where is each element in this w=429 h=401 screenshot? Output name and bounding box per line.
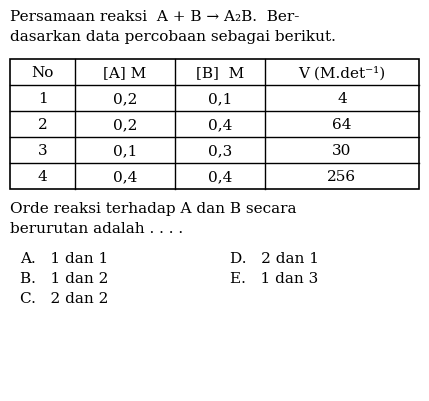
Text: 1: 1	[38, 92, 47, 106]
Text: No: No	[31, 66, 54, 80]
Text: V (M.det⁻¹): V (M.det⁻¹)	[299, 66, 386, 80]
Text: Persamaan reaksi  A + B → A₂B.  Ber-: Persamaan reaksi A + B → A₂B. Ber-	[10, 10, 299, 24]
Text: C.   2 dan 2: C. 2 dan 2	[20, 291, 109, 305]
Text: 64: 64	[332, 118, 352, 132]
Text: D.   2 dan 1: D. 2 dan 1	[230, 251, 319, 265]
Text: 30: 30	[332, 144, 352, 158]
Text: 2: 2	[38, 118, 47, 132]
Text: dasarkan data percobaan sebagai berikut.: dasarkan data percobaan sebagai berikut.	[10, 30, 336, 44]
Text: Orde reaksi terhadap A dan B secara: Orde reaksi terhadap A dan B secara	[10, 201, 296, 215]
Text: 0,4: 0,4	[208, 118, 232, 132]
Text: [B]  M: [B] M	[196, 66, 244, 80]
Text: 0,1: 0,1	[113, 144, 137, 158]
Text: 4: 4	[38, 170, 47, 184]
Text: 0,3: 0,3	[208, 144, 232, 158]
Text: 0,4: 0,4	[208, 170, 232, 184]
Text: berurutan adalah . . . .: berurutan adalah . . . .	[10, 221, 183, 235]
Text: A.   1 dan 1: A. 1 dan 1	[20, 251, 108, 265]
Text: 0,4: 0,4	[113, 170, 137, 184]
Text: 256: 256	[327, 170, 356, 184]
Text: 4: 4	[337, 92, 347, 106]
Text: 0,2: 0,2	[113, 118, 137, 132]
Text: 0,1: 0,1	[208, 92, 232, 106]
Text: E.   1 dan 3: E. 1 dan 3	[230, 271, 318, 285]
Bar	[10, 60, 419, 190]
Text: [A] M: [A] M	[103, 66, 147, 80]
Text: B.   1 dan 2: B. 1 dan 2	[20, 271, 109, 285]
Text: 0,2: 0,2	[113, 92, 137, 106]
Text: 3: 3	[38, 144, 47, 158]
